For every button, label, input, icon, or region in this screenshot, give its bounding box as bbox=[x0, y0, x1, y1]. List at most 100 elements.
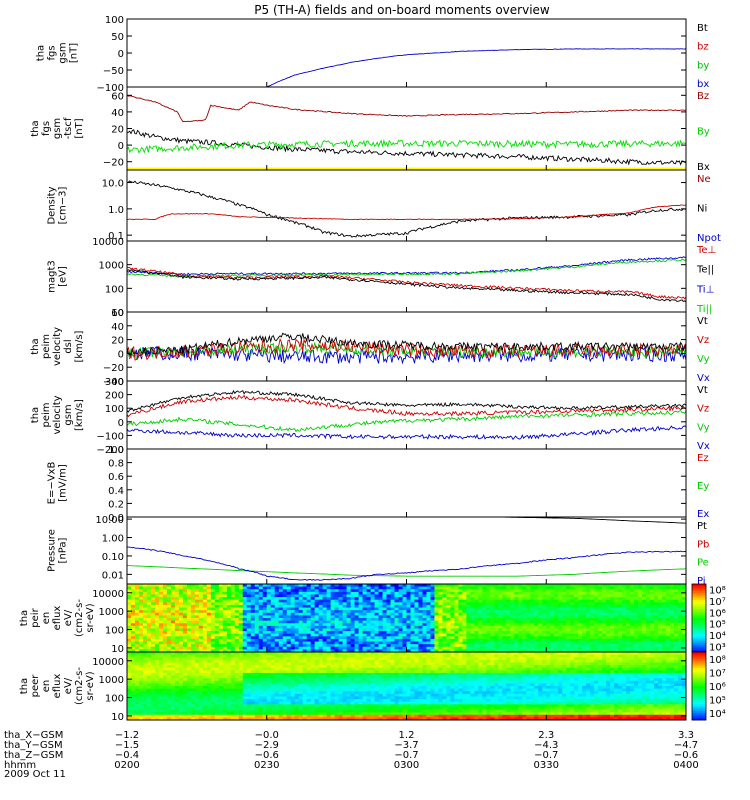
spectrogram-cell bbox=[410, 633, 415, 637]
spectrogram-cell bbox=[438, 644, 443, 648]
colorbar-step bbox=[692, 633, 706, 637]
spectrogram-cell bbox=[682, 615, 686, 619]
spectrogram-cell bbox=[534, 618, 539, 622]
spectrogram-cell bbox=[490, 641, 495, 645]
spectrogram-cell bbox=[358, 604, 363, 608]
spectrogram-cell bbox=[442, 586, 447, 590]
spectrogram-cell bbox=[414, 610, 419, 614]
spectrogram-cell bbox=[606, 636, 611, 640]
spectrogram-cell bbox=[142, 589, 148, 593]
spectrogram-cell bbox=[558, 604, 563, 608]
spectrogram-cell bbox=[234, 633, 240, 637]
spectrogram-cell bbox=[550, 597, 555, 601]
series-line-1 bbox=[127, 425, 686, 441]
spectrogram-cell bbox=[554, 641, 559, 645]
spectrogram-cell bbox=[234, 644, 240, 648]
spectrogram-cell bbox=[606, 612, 611, 616]
spectrogram-cell bbox=[198, 714, 204, 718]
spectrogram-cell bbox=[402, 644, 407, 648]
spectrogram-cell bbox=[414, 604, 419, 608]
spectrogram-cell bbox=[226, 672, 232, 676]
spectrogram-cell bbox=[442, 589, 447, 593]
spectrogram-cell bbox=[446, 649, 451, 652]
spectrogram-cell bbox=[426, 638, 431, 642]
spectrogram-cell bbox=[454, 597, 459, 601]
y-axis-label: tha bbox=[30, 120, 41, 136]
spectrogram-cell bbox=[130, 667, 136, 671]
spectrogram-cell bbox=[194, 699, 200, 703]
spectrogram-cell bbox=[318, 589, 324, 593]
spectrogram-cell bbox=[266, 636, 272, 640]
legend-entry: Te|| bbox=[696, 265, 714, 276]
legend-entry: Ne bbox=[697, 174, 711, 185]
spectrogram-cell bbox=[134, 659, 140, 663]
spectrogram-cell bbox=[278, 623, 284, 627]
spectrogram-cell bbox=[202, 659, 208, 663]
spectrogram-cell bbox=[270, 688, 276, 692]
spectrogram-cell bbox=[130, 714, 136, 718]
spectrogram-cell bbox=[598, 597, 603, 601]
spectrogram-cell bbox=[266, 586, 272, 590]
spectrogram-cell bbox=[218, 712, 224, 716]
spectrogram-cell bbox=[426, 589, 431, 593]
spectrogram-cell bbox=[490, 644, 495, 648]
spectrogram-cell bbox=[506, 633, 511, 637]
spectrogram-cell bbox=[342, 631, 347, 635]
spectrogram-cell bbox=[602, 631, 607, 635]
spectrogram-cell bbox=[542, 649, 547, 652]
spectrogram-cell bbox=[430, 625, 435, 629]
series-line-2 bbox=[127, 410, 686, 433]
spectrogram-cell bbox=[542, 644, 547, 648]
spectrogram-cell bbox=[210, 704, 216, 708]
y-tick-label: −50 bbox=[103, 66, 124, 77]
spectrogram-cell bbox=[246, 602, 252, 606]
spectrogram-cell bbox=[170, 672, 176, 676]
spectrogram-cell bbox=[158, 625, 164, 629]
spectrogram-cell bbox=[234, 693, 240, 697]
spectrogram-cell bbox=[410, 625, 415, 629]
spectrogram-cell bbox=[182, 644, 188, 648]
spectrogram-cell bbox=[506, 646, 511, 650]
spectrogram-cell bbox=[238, 636, 244, 640]
spectrogram-cell bbox=[242, 607, 248, 611]
spectrogram-cell bbox=[646, 604, 651, 608]
spectrogram-cell bbox=[294, 615, 300, 619]
spectrogram-cell bbox=[406, 602, 411, 606]
spectrogram-cell bbox=[142, 610, 148, 614]
spectrogram-cell bbox=[610, 636, 615, 640]
spectrogram-cell bbox=[134, 649, 140, 652]
spectrogram-cell bbox=[198, 657, 204, 661]
spectrogram-cell bbox=[606, 604, 611, 608]
spectrogram-cell bbox=[606, 649, 611, 652]
spectrogram-cell bbox=[638, 607, 643, 611]
spectrogram-cell bbox=[166, 709, 172, 713]
spectrogram-cell bbox=[466, 589, 471, 593]
spectrogram-cell bbox=[518, 623, 523, 627]
spectrogram-cell bbox=[186, 696, 192, 700]
spectrogram-cell bbox=[310, 649, 316, 652]
spectrogram-cell bbox=[666, 628, 671, 632]
spectrogram-cell bbox=[422, 633, 427, 637]
spectrogram-cell bbox=[598, 586, 603, 590]
spectrogram-cell bbox=[174, 680, 180, 684]
spectrogram-cell bbox=[246, 623, 252, 627]
spectrogram-cell bbox=[450, 618, 455, 622]
spectrogram-cell bbox=[546, 597, 551, 601]
spectrogram-cell bbox=[558, 599, 563, 603]
spectrogram-cell bbox=[498, 604, 503, 608]
spectrogram-cell bbox=[622, 646, 627, 650]
spectrogram-cell bbox=[618, 649, 623, 652]
spectrogram-cell bbox=[127, 620, 132, 624]
spectrogram-cell bbox=[378, 610, 383, 614]
spectrogram-cell bbox=[342, 615, 347, 619]
spectrogram-cell bbox=[174, 649, 180, 652]
spectrogram-cell bbox=[246, 693, 252, 697]
spectrogram-cell bbox=[310, 615, 316, 619]
spectrogram-cell bbox=[154, 646, 160, 650]
y-axis-label: eV/ bbox=[63, 609, 74, 626]
spectrogram-cell bbox=[462, 589, 467, 593]
spectrogram-cell bbox=[666, 644, 671, 648]
spectrogram-cell bbox=[474, 649, 479, 652]
spectrogram-cell bbox=[578, 646, 583, 650]
spectrogram-cell bbox=[154, 686, 160, 690]
